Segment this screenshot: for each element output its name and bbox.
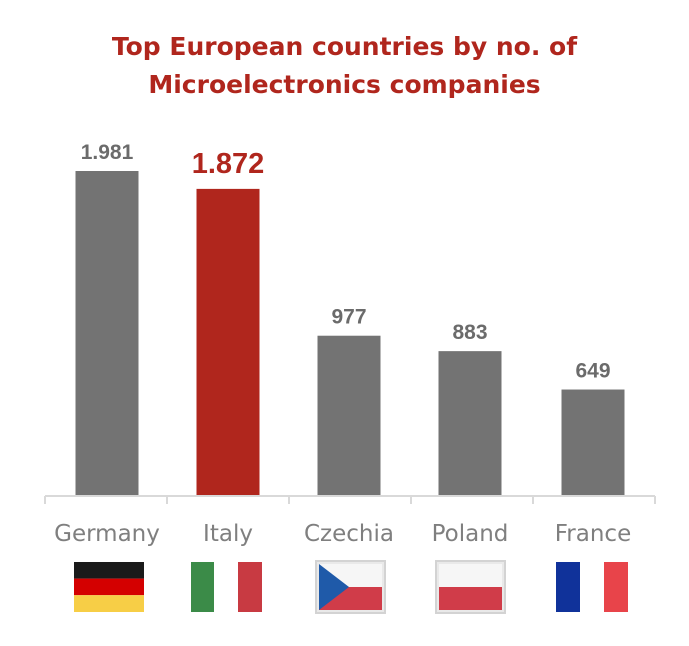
czechia-flag-icon — [315, 560, 386, 614]
value-label-france: 649 — [575, 360, 610, 383]
category-label-poland: Poland — [432, 521, 509, 547]
value-label-poland: 883 — [452, 321, 487, 344]
bar-czechia — [317, 335, 381, 496]
bar-poland — [438, 351, 502, 496]
bar-italy — [196, 188, 260, 496]
chart-title: Top European countries by no. of Microel… — [0, 28, 689, 104]
category-labels-group: Germany Italy Czechia Poland France — [54, 521, 631, 547]
category-label-germany: Germany — [54, 521, 160, 547]
poland-flag-icon — [435, 560, 506, 614]
category-label-italy: Italy — [203, 521, 253, 547]
value-label-germany: 1.981 — [81, 141, 134, 164]
bars-group — [75, 171, 625, 496]
value-label-italy: 1.872 — [192, 148, 265, 180]
italy-flag-icon — [191, 562, 262, 612]
germany-flag-icon — [74, 562, 144, 612]
france-flag-icon — [556, 562, 628, 612]
category-label-france: France — [555, 521, 631, 547]
x-axis-ticks — [44, 496, 656, 504]
value-label-czechia: 977 — [331, 306, 366, 329]
category-label-czechia: Czechia — [304, 521, 394, 547]
value-labels-group: 1.981 1.872 977 883 649 — [81, 141, 611, 383]
bar-germany — [75, 171, 139, 496]
chart-title-line-2: Microelectronics companies — [148, 70, 541, 99]
chart-title-line-1: Top European countries by no. of — [111, 32, 578, 61]
bar-france — [561, 389, 625, 496]
